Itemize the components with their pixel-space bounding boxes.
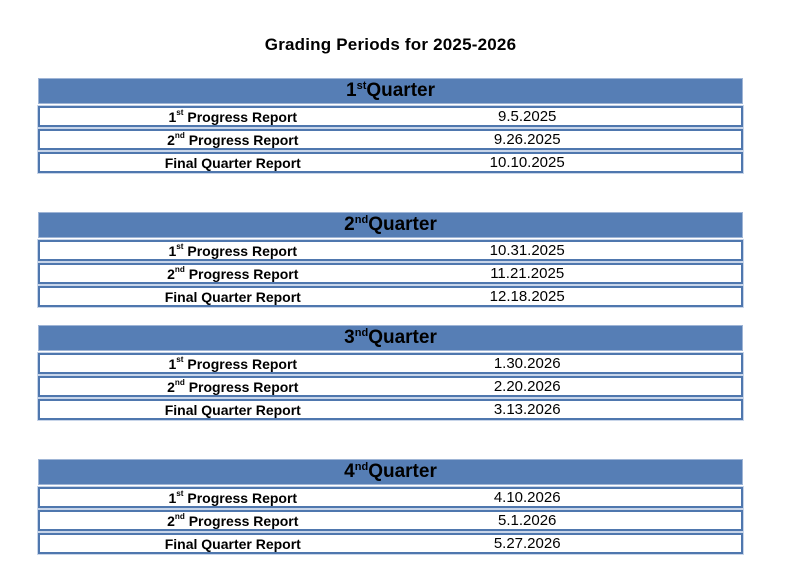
row-spacer <box>629 401 741 418</box>
report-label-num: 2 <box>167 265 175 282</box>
quarter-word: Quarter <box>368 214 437 235</box>
report-label: Final Quarter Report <box>40 535 426 552</box>
row-spacer <box>629 355 741 372</box>
report-label-text: Progress Report <box>183 108 298 125</box>
table-row: Final Quarter Report 3.13.2026 <box>38 399 743 420</box>
report-label-text: Progress Report <box>184 378 299 395</box>
report-label-text: Progress Report <box>183 489 298 506</box>
report-label-text: Progress Report <box>184 512 299 529</box>
report-date: 11.21.2025 <box>490 265 565 282</box>
row-spacer <box>629 108 741 125</box>
report-label-text: Progress Report <box>184 265 299 282</box>
report-label: Final Quarter Report <box>40 401 426 418</box>
table-row: Final Quarter Report 12.18.2025 <box>38 286 743 307</box>
report-date: 12.18.2025 <box>489 288 565 305</box>
row-spacer <box>629 489 741 506</box>
row-spacer <box>629 154 741 171</box>
quarter-word: Quarter <box>368 461 437 482</box>
report-label-num: 2 <box>167 512 175 529</box>
report-label-text: Progress Report <box>184 131 299 148</box>
report-date: 5.27.2026 <box>493 535 561 552</box>
report-label-num: 1 <box>168 489 177 506</box>
row-spacer <box>629 131 741 148</box>
report-label-num: 1 <box>168 242 177 259</box>
quarter-number: 2 <box>344 214 355 235</box>
quarter-word: Quarter <box>368 327 437 348</box>
report-label: Final Quarter Report <box>40 288 426 305</box>
row-spacer <box>629 378 741 395</box>
report-date: 5.1.2026 <box>497 512 557 529</box>
quarter-number: 3 <box>344 327 355 348</box>
report-date: 9.5.2025 <box>497 108 557 125</box>
table-row: Final Quarter Report 10.10.2025 <box>38 152 743 173</box>
report-date: 1.30.2026 <box>493 355 561 372</box>
report-label-text: Final Quarter Report <box>164 401 301 418</box>
row-spacer <box>629 512 741 529</box>
row-spacer <box>629 242 741 259</box>
report-label-num: 1 <box>168 108 177 125</box>
quarter-number: 1 <box>345 80 357 101</box>
table-row: Final Quarter Report 5.27.2026 <box>38 533 743 554</box>
quarter-number: 4 <box>344 461 355 482</box>
report-label-num: 2 <box>167 378 175 395</box>
row-spacer <box>629 265 741 282</box>
quarter-word: Quarter <box>366 80 435 101</box>
report-date: 3.13.2026 <box>493 401 561 418</box>
row-spacer <box>629 288 741 305</box>
report-label: Final Quarter Report <box>40 154 426 171</box>
report-label-text: Progress Report <box>183 355 298 372</box>
report-label-num: 1 <box>168 355 177 372</box>
report-date: 9.26.2025 <box>493 131 561 148</box>
report-label-text: Final Quarter Report <box>164 154 301 171</box>
report-date: 10.31.2025 <box>489 242 565 259</box>
page-title: Grading Periods for 2025-2026 <box>264 35 517 54</box>
report-label-text: Final Quarter Report <box>164 535 301 552</box>
report-label-text: Progress Report <box>183 242 298 259</box>
row-spacer <box>629 535 741 552</box>
report-date: 2.20.2026 <box>493 378 561 395</box>
report-date: 10.10.2025 <box>489 154 565 171</box>
report-label-text: Final Quarter Report <box>164 288 301 305</box>
report-date: 4.10.2026 <box>493 489 561 506</box>
report-label-num: 2 <box>167 131 175 148</box>
